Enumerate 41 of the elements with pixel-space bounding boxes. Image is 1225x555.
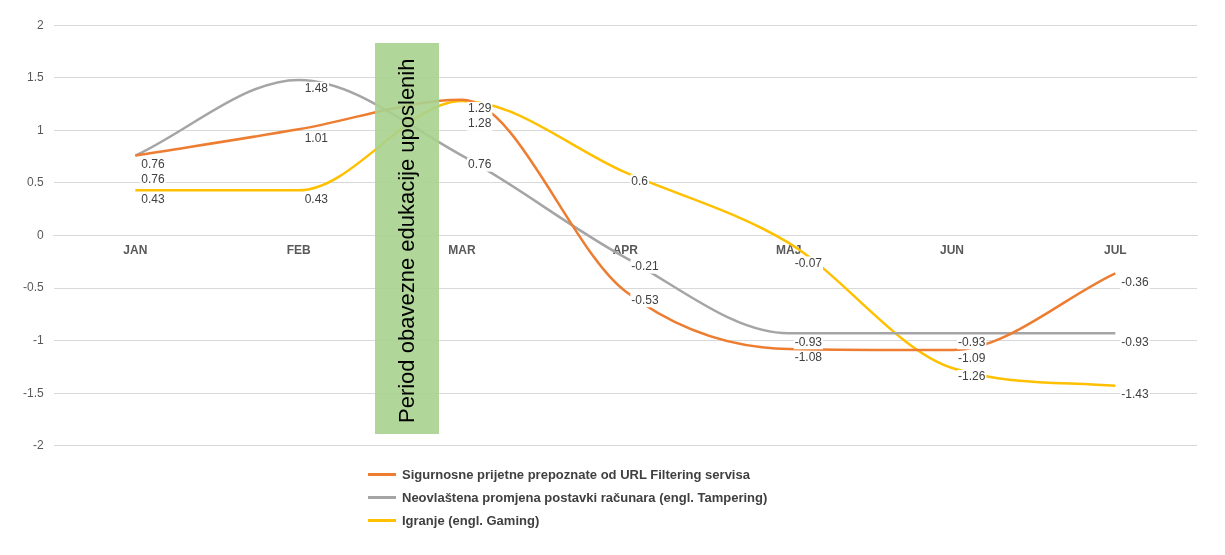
y-tick-label: -2	[33, 438, 44, 453]
data-label: 0.43	[141, 191, 166, 206]
x-tick-label: APR	[612, 243, 639, 258]
data-label: -0.53	[631, 292, 660, 307]
y-tick-label: -1	[33, 332, 44, 347]
data-label: 1.48	[304, 81, 329, 96]
y-tick-label: -0.5	[22, 280, 44, 295]
data-label: 0.43	[304, 191, 329, 206]
annotation: Period obavezne edukacije uposlenih	[394, 58, 421, 424]
legend-label: Igranje (engl. Gaming)	[402, 513, 540, 528]
data-label: 0.6	[631, 173, 649, 188]
data-label: 0.76	[141, 171, 166, 186]
y-tick-label: -1.5	[22, 385, 44, 400]
data-label: 1.01	[304, 130, 329, 145]
legend-label: Neovlaštena promjena postavki računara (engl. Tampering)	[402, 490, 768, 505]
x-tick-label: MAJ	[776, 243, 802, 258]
data-label: 1.29	[468, 101, 492, 116]
data-label: -1.09	[958, 351, 986, 366]
data-label: -0.93	[958, 334, 986, 349]
data-label: -1.43	[1121, 387, 1150, 402]
y-tick-label: 2	[36, 17, 44, 32]
y-tick-label: 0	[36, 227, 44, 242]
data-label: -1.26	[958, 369, 986, 384]
data-label: -0.36	[1121, 274, 1150, 289]
data-label: -0.93	[1121, 334, 1150, 349]
data-label: -1.08	[794, 350, 823, 365]
y-tick-label: 1.5	[26, 70, 44, 85]
x-tick-label: JUN	[939, 243, 965, 258]
y-tick-label: 0.5	[26, 175, 44, 190]
legend-label: Sigurnosne prijetne prepoznate od URL Filtering servisa	[402, 467, 750, 482]
data-label: 0.76	[141, 156, 166, 171]
x-tick-label: JUL	[1104, 243, 1127, 258]
data-label: -0.93	[794, 334, 823, 349]
x-tick-label: FEB	[286, 243, 312, 258]
data-label: -0.07	[794, 255, 823, 270]
y-tick-label: 1	[36, 122, 44, 137]
x-tick-label: JAN	[123, 243, 148, 258]
data-label: 1.28	[468, 116, 492, 131]
data-label: -0.21	[631, 258, 660, 273]
data-label: 0.76	[468, 156, 492, 171]
x-tick-label: MAR	[448, 243, 477, 258]
